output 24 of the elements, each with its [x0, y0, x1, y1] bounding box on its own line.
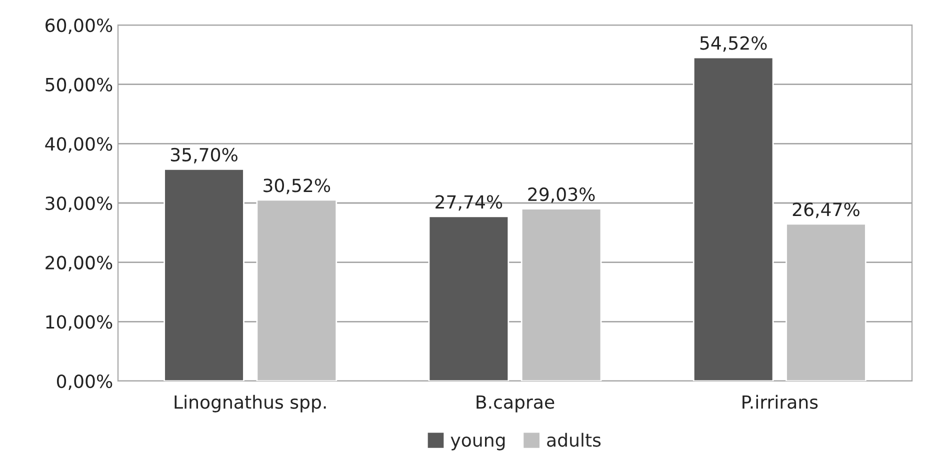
data-label: 26,47% — [792, 202, 860, 218]
data-label: 35,70% — [170, 148, 238, 164]
bar — [256, 199, 338, 381]
bar — [786, 223, 866, 381]
y-tick-label: 60,00% — [46, 18, 112, 34]
bar — [520, 208, 602, 381]
x-tick-label: Linognathus spp. — [174, 394, 326, 412]
bar — [428, 216, 510, 381]
data-label: 27,74% — [436, 195, 502, 211]
bar — [164, 168, 244, 381]
data-label: 54,52% — [700, 36, 767, 52]
x-tick-label: B.caprae — [476, 395, 554, 412]
y-tick-label: 40,00% — [45, 137, 112, 153]
data-label: 30,52% — [264, 178, 330, 194]
x-tick-label: P.irrirans — [742, 394, 818, 409]
bar — [692, 56, 774, 381]
y-tick-label: 20,00% — [46, 256, 112, 272]
y-tick-label: 50,00% — [46, 78, 112, 94]
legend-label: young — [450, 436, 505, 450]
data-label: 29,03% — [528, 187, 595, 203]
y-tick-label: 30,00% — [46, 196, 112, 212]
legend-label: adults — [547, 432, 601, 447]
y-tick-label: 0,00% — [56, 374, 112, 390]
y-tick-label: 10,00% — [46, 315, 112, 331]
